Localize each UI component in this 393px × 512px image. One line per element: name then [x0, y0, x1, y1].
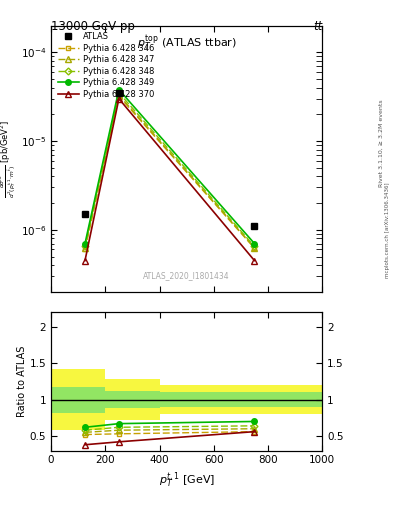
Text: ATLAS_2020_I1801434: ATLAS_2020_I1801434 — [143, 271, 230, 281]
Legend: ATLAS, Pythia 6.428 346, Pythia 6.428 347, Pythia 6.428 348, Pythia 6.428 349, P: ATLAS, Pythia 6.428 346, Pythia 6.428 34… — [55, 30, 157, 101]
Text: $p_T^{\mathrm{top}}$ (ATLAS ttbar): $p_T^{\mathrm{top}}$ (ATLAS ttbar) — [137, 34, 237, 53]
Text: tt: tt — [313, 20, 322, 33]
Y-axis label: Ratio to ATLAS: Ratio to ATLAS — [17, 346, 27, 417]
Y-axis label: $\frac{d\sigma^{tu}}{d^2(p_T^{t,1}{\cdot}m^{\bar{t}})}$ [pb/GeV$^2$]: $\frac{d\sigma^{tu}}{d^2(p_T^{t,1}{\cdot… — [0, 120, 18, 198]
Text: 13000 GeV pp: 13000 GeV pp — [51, 20, 135, 33]
X-axis label: $p_T^{t,1}$ [GeV]: $p_T^{t,1}$ [GeV] — [158, 471, 215, 491]
Text: mcplots.cern.ch [arXiv:1306.3436]: mcplots.cern.ch [arXiv:1306.3436] — [385, 183, 389, 278]
Text: Rivet 3.1.10, ≥ 3.2M events: Rivet 3.1.10, ≥ 3.2M events — [379, 99, 384, 187]
